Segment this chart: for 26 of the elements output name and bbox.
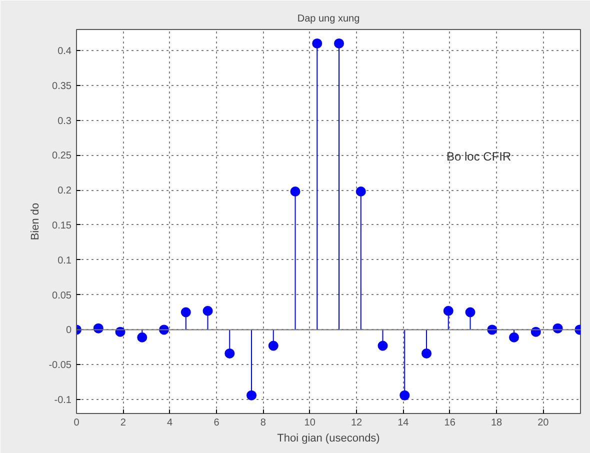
y-tick-label: 0.3: [58, 116, 72, 127]
annotation: Bo loc CFIR: [446, 150, 512, 164]
y-tick-label: 0: [66, 325, 72, 336]
y-tick-label: 0.15: [52, 220, 72, 232]
y-tick-label: 0.25: [52, 150, 72, 162]
y-tick-label: 0.2: [58, 186, 72, 197]
x-tick-label: 20: [538, 418, 550, 428]
chart-title: Dap ung xung: [297, 14, 360, 24]
y-axis-title: Bien do: [30, 202, 42, 240]
x-tick-label: 6: [214, 418, 220, 428]
y-tick-label: 0.1: [58, 255, 72, 266]
x-tick-label: 4: [167, 418, 174, 428]
x-axis-title: Thoi gian (useconds): [277, 432, 380, 444]
y-tick-label: -0.1: [54, 395, 72, 406]
x-tick-label: 14: [398, 418, 410, 428]
y-tick-label: -0.05: [48, 360, 72, 372]
y-tick-label: 0.4: [58, 46, 72, 57]
x-tick-label: 10: [304, 418, 316, 428]
x-tick-label: 0: [74, 418, 80, 428]
x-tick-label: 8: [260, 418, 266, 428]
x-tick-label: 2: [120, 418, 126, 428]
x-tick-label: 18: [490, 418, 502, 428]
x-tick-label: 16: [444, 418, 456, 428]
y-tick-label: 0.35: [52, 80, 72, 92]
y-tick-label: 0.05: [52, 290, 72, 302]
x-tick-label: 12: [350, 418, 362, 428]
